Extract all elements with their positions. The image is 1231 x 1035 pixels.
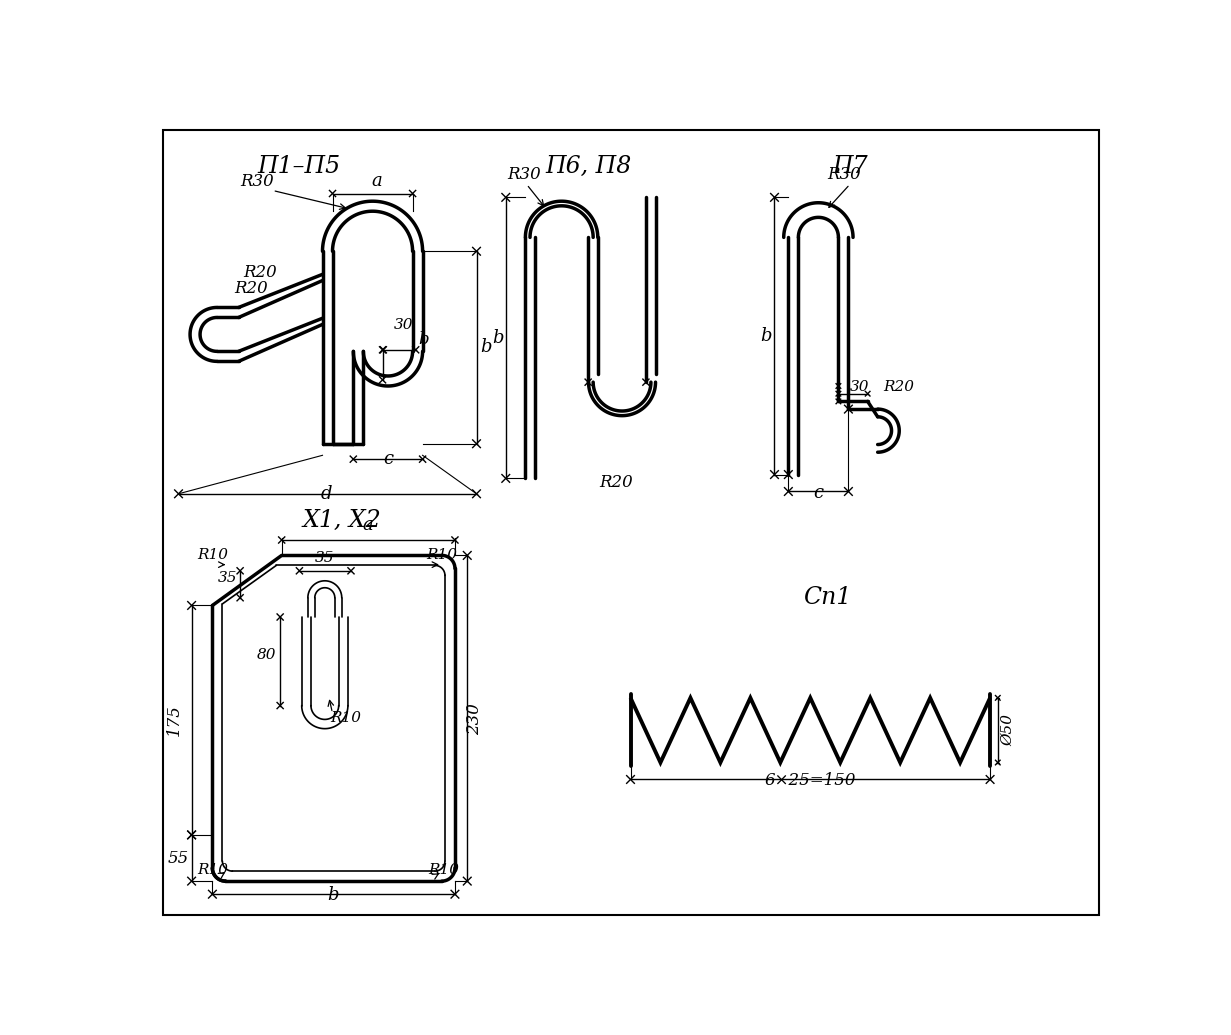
Text: R10: R10 bbox=[330, 711, 361, 724]
Text: П6, П8: П6, П8 bbox=[545, 155, 632, 178]
Text: R10: R10 bbox=[197, 548, 228, 562]
Text: c: c bbox=[814, 483, 824, 502]
Text: a: a bbox=[363, 515, 373, 534]
Text: П7: П7 bbox=[832, 155, 868, 178]
Text: a: a bbox=[371, 172, 382, 189]
Text: 175: 175 bbox=[165, 704, 182, 736]
Text: R10: R10 bbox=[426, 548, 458, 562]
Text: b: b bbox=[761, 327, 772, 345]
Text: b: b bbox=[492, 329, 503, 348]
Text: b: b bbox=[327, 886, 339, 905]
Text: R20: R20 bbox=[599, 474, 634, 492]
Text: Сп1: Сп1 bbox=[803, 586, 851, 610]
Text: d: d bbox=[320, 485, 332, 503]
Text: R10: R10 bbox=[197, 863, 228, 878]
Text: Ø50: Ø50 bbox=[1001, 714, 1014, 746]
Text: b: b bbox=[480, 338, 492, 356]
Text: Х1, Х2: Х1, Х2 bbox=[303, 509, 382, 532]
Text: R30: R30 bbox=[507, 167, 542, 183]
Text: R30: R30 bbox=[240, 173, 273, 189]
Text: 80: 80 bbox=[256, 648, 276, 661]
Text: R20: R20 bbox=[883, 380, 915, 393]
Text: R20: R20 bbox=[244, 264, 277, 280]
Text: 230: 230 bbox=[465, 703, 483, 735]
Text: 6×25=150: 6×25=150 bbox=[764, 772, 856, 790]
Text: 30: 30 bbox=[394, 318, 414, 332]
Text: 30: 30 bbox=[849, 380, 869, 393]
Text: П1–П5: П1–П5 bbox=[257, 155, 341, 178]
Text: 35: 35 bbox=[315, 552, 335, 565]
Text: R30: R30 bbox=[827, 167, 860, 183]
Text: 55: 55 bbox=[167, 850, 190, 866]
Text: b: b bbox=[419, 330, 430, 348]
Text: 35: 35 bbox=[218, 570, 238, 585]
Text: R20: R20 bbox=[234, 280, 267, 297]
Text: R10: R10 bbox=[428, 863, 459, 878]
Text: c: c bbox=[383, 450, 393, 469]
